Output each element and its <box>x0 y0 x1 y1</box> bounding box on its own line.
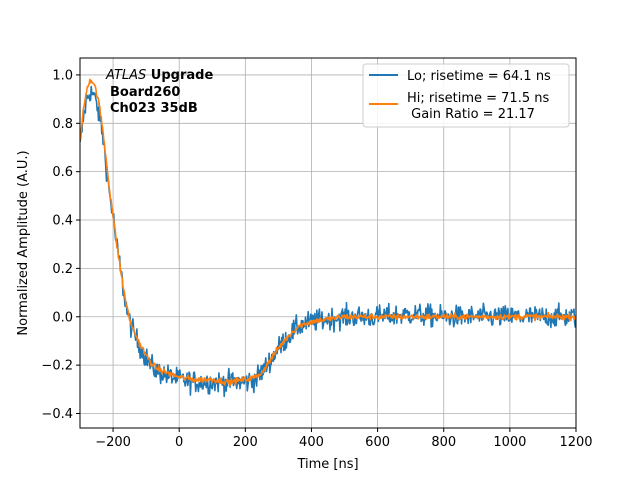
y-tick-label: 0.6 <box>52 165 73 180</box>
x-tick-label: −200 <box>95 435 131 450</box>
y-tick-label: 1.0 <box>52 68 73 83</box>
x-tick-label: 1000 <box>493 435 526 450</box>
annotation-line-3: Ch023 35dB <box>110 101 198 116</box>
legend-box <box>362 63 570 128</box>
legend-label-hi-line: Gain Ratio = 21.17 <box>407 107 535 122</box>
y-tick-label: 0.2 <box>52 262 73 277</box>
annotation-atlas-italic: ATLAS <box>105 68 146 83</box>
y-tick-label: 0.0 <box>52 310 73 325</box>
x-tick-label: 800 <box>431 435 456 450</box>
x-tick-label: 600 <box>365 435 390 450</box>
series-layer <box>80 78 576 398</box>
y-tick-label: 0.8 <box>52 117 73 132</box>
y-tick-label: −0.4 <box>41 407 73 422</box>
x-tick-label: 0 <box>175 435 183 450</box>
axes-frame <box>79 57 577 429</box>
plot-area <box>80 78 576 398</box>
y-tick-label: 0.4 <box>52 214 73 229</box>
legend-label-lo: Lo; risetime = 64.1 ns <box>407 69 551 84</box>
legend-label-hi-line: Hi; risetime = 71.5 ns <box>407 91 549 106</box>
legend: Lo; risetime = 64.1 ns Hi; risetime = 71… <box>362 63 570 128</box>
y-tick-label: −0.2 <box>41 359 73 374</box>
x-tick-label: 1200 <box>559 435 592 450</box>
annotation-line-1: ATLAS Upgrade <box>105 68 213 83</box>
x-tick-label: 200 <box>233 435 258 450</box>
x-tick-label: 400 <box>299 435 324 450</box>
x-axis-ticks: −200 0 200 400 600 800 1000 1200 <box>95 428 593 450</box>
x-axis-title: Time [ns] <box>296 457 358 472</box>
series-line-1 <box>80 78 576 387</box>
atlas-annotation: ATLAS Upgrade Board260 Ch023 35dB <box>105 68 213 116</box>
annotation-line-2: Board260 <box>110 85 180 100</box>
legend-label-hi: Hi; risetime = 71.5 ns Gain Ratio = 21.1… <box>407 91 549 122</box>
y-axis-title: Normalized Amplitude (A.U.) <box>16 150 31 335</box>
annotation-upgrade-bold: Upgrade <box>146 68 213 83</box>
y-axis-ticks: −0.4 −0.2 0.0 0.2 0.4 0.6 0.8 1.0 <box>41 68 80 422</box>
